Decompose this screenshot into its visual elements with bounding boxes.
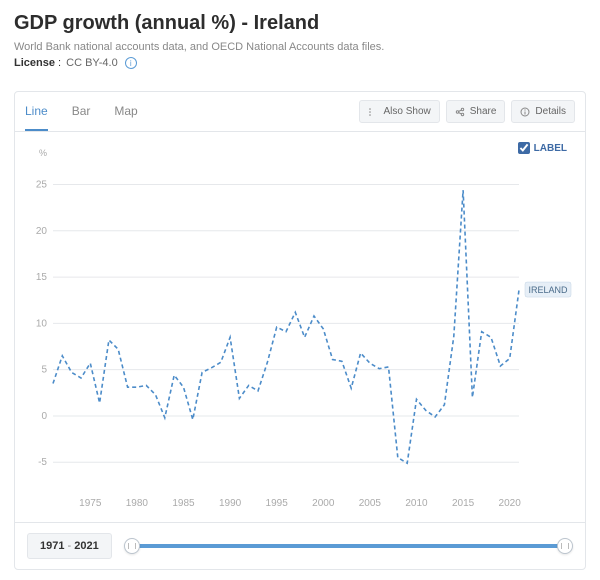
svg-text:2005: 2005 bbox=[359, 498, 382, 509]
chart-card: Line Bar Map Also Show Share Details LABEL… bbox=[14, 91, 586, 570]
slider-knob-end[interactable] bbox=[557, 538, 573, 554]
license-value: CC BY-4.0 bbox=[66, 57, 118, 69]
svg-text:1990: 1990 bbox=[219, 498, 242, 509]
svg-text:1975: 1975 bbox=[79, 498, 102, 509]
slider-track bbox=[132, 544, 565, 548]
svg-text:1995: 1995 bbox=[266, 498, 289, 509]
share-button[interactable]: Share bbox=[446, 100, 506, 123]
slider-knob-start[interactable] bbox=[124, 538, 140, 554]
svg-text:IRELAND: IRELAND bbox=[528, 285, 568, 295]
svg-text:15: 15 bbox=[36, 272, 48, 283]
label-checkbox[interactable] bbox=[518, 142, 530, 154]
also-show-button[interactable]: Also Show bbox=[359, 100, 439, 123]
also-show-label: Also Show bbox=[383, 106, 430, 117]
label-toggle-text: LABEL bbox=[534, 143, 567, 154]
page-title: GDP growth (annual %) - Ireland bbox=[14, 12, 586, 35]
range-label: 1971 - 2021 bbox=[27, 533, 112, 559]
license-label: License bbox=[14, 57, 55, 69]
details-button[interactable]: Details bbox=[511, 100, 575, 123]
svg-text:1980: 1980 bbox=[126, 498, 149, 509]
label-toggle[interactable]: LABEL bbox=[518, 142, 567, 154]
details-label: Details bbox=[535, 106, 566, 117]
range-bar: 1971 - 2021 bbox=[15, 522, 585, 569]
svg-text:2020: 2020 bbox=[499, 498, 522, 509]
svg-text:%: % bbox=[39, 148, 47, 158]
svg-text:0: 0 bbox=[41, 411, 47, 422]
line-chart: % -5 0 5 10 15 20 25 1975 1980 1985 1990 1995 2000 200… bbox=[25, 138, 577, 518]
svg-text:5: 5 bbox=[41, 365, 47, 376]
svg-text:10: 10 bbox=[36, 318, 48, 329]
range-start: 1971 bbox=[40, 540, 64, 552]
svg-text:20: 20 bbox=[36, 226, 48, 237]
svg-text:2010: 2010 bbox=[405, 498, 428, 509]
svg-text:-5: -5 bbox=[38, 457, 47, 468]
range-slider[interactable] bbox=[124, 534, 573, 558]
svg-text:1985: 1985 bbox=[172, 498, 195, 509]
tab-line[interactable]: Line bbox=[25, 92, 48, 131]
svg-text:2000: 2000 bbox=[312, 498, 335, 509]
svg-text:2015: 2015 bbox=[452, 498, 475, 509]
share-label: Share bbox=[470, 106, 497, 117]
tab-map[interactable]: Map bbox=[114, 92, 137, 131]
toolbar: Line Bar Map Also Show Share Details bbox=[15, 92, 585, 132]
range-end: 2021 bbox=[74, 540, 98, 552]
tab-bar[interactable]: Bar bbox=[72, 92, 91, 131]
data-source: World Bank national accounts data, and O… bbox=[14, 41, 586, 53]
toolbar-actions: Also Show Share Details bbox=[359, 100, 575, 123]
svg-text:25: 25 bbox=[36, 180, 48, 191]
chart-tabs: Line Bar Map bbox=[25, 92, 138, 131]
license-row: License : CC BY-4.0 i bbox=[14, 57, 586, 69]
info-icon[interactable]: i bbox=[125, 57, 137, 69]
